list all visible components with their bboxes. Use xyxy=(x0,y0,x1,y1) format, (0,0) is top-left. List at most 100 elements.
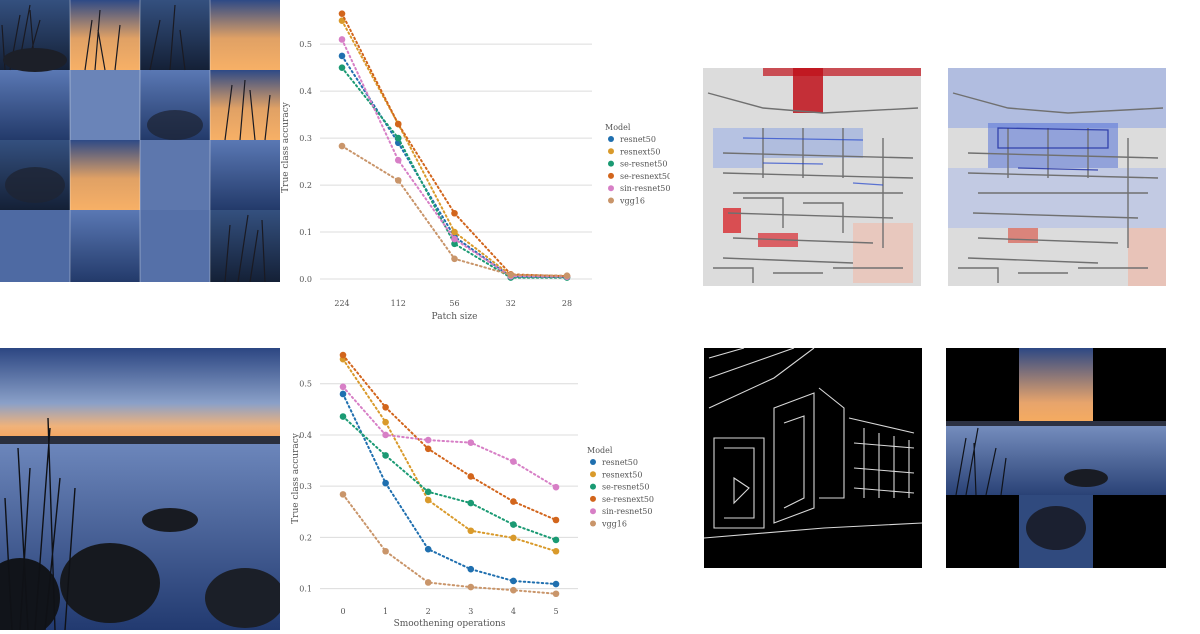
legend-label-se-resnext50: se-resnext50 xyxy=(620,172,670,181)
y-axis-label: True class accuracy xyxy=(291,432,301,524)
x-tick-label: 112 xyxy=(391,299,406,308)
data-point-se-resnext50 xyxy=(467,473,475,480)
y-tick-label: 0.2 xyxy=(299,533,312,542)
edge-map xyxy=(703,347,923,568)
series-line-sin-resnet50 xyxy=(342,385,557,489)
legend-marker-se-resnext50 xyxy=(608,172,614,179)
data-point-sin-resnet50 xyxy=(394,156,402,164)
data-point-resnet50 xyxy=(552,580,560,588)
x-tick-label: 3 xyxy=(468,607,473,616)
legend-marker-resnext50 xyxy=(590,471,596,478)
x-tick-label: 0 xyxy=(340,607,345,616)
series-line-se-resnext50 xyxy=(342,354,557,521)
data-point-resnet50 xyxy=(338,52,346,60)
data-point-vgg16 xyxy=(552,590,560,598)
data-point-se-resnext50 xyxy=(552,516,560,524)
data-point-resnet50 xyxy=(467,565,475,573)
data-point-vgg16 xyxy=(394,177,402,184)
x-tick-label: 4 xyxy=(511,607,516,616)
data-point-resnet50 xyxy=(339,390,347,398)
y-tick-label: 0.4 xyxy=(299,87,312,96)
data-point-vgg16 xyxy=(424,579,432,586)
data-point-se-resnet50 xyxy=(339,413,347,420)
data-point-se-resnext50 xyxy=(339,351,347,359)
data-point-sin-resnet50 xyxy=(467,439,475,446)
data-point-se-resnet50 xyxy=(382,452,389,459)
data-point-resnext50 xyxy=(510,534,517,542)
data-point-se-resnet50 xyxy=(451,240,458,248)
data-point-sin-resnet50 xyxy=(339,383,347,391)
legend-marker-resnet50 xyxy=(608,136,614,142)
legend-marker-resnet50 xyxy=(590,459,596,465)
data-point-vgg16 xyxy=(563,272,571,280)
legend-title: Model xyxy=(605,123,631,132)
legend-label-vgg16: vgg16 xyxy=(601,520,627,529)
chart-smoothening: 0.1 0.2 0.3 0.4 0.5 0 1 2 3 4 5 Smoothening operati… xyxy=(280,345,670,630)
data-point-sin-resnet50 xyxy=(510,458,517,465)
data-point-sin-resnet50 xyxy=(451,235,458,243)
y-tick-label: 0.5 xyxy=(299,380,312,389)
data-point-resnext50 xyxy=(424,496,432,504)
x-tick-label: 2 xyxy=(426,607,431,616)
legend-marker-se-resnet50 xyxy=(608,160,614,167)
series-line-vgg16 xyxy=(342,493,557,595)
data-point-resnet50 xyxy=(424,545,432,553)
legend-label-se-resnet50: se-resnet50 xyxy=(602,483,650,492)
data-point-se-resnext50 xyxy=(382,403,389,411)
legend-marker-sin-resnet50 xyxy=(590,508,596,515)
data-point-se-resnet50 xyxy=(424,488,432,496)
x-tick-label: 56 xyxy=(449,299,459,308)
data-point-se-resnext50 xyxy=(451,209,458,217)
data-point-resnext50 xyxy=(552,547,560,555)
data-point-se-resnext50 xyxy=(424,445,432,453)
data-point-vgg16 xyxy=(382,547,389,555)
legend-marker-se-resnet50 xyxy=(590,483,596,490)
legend-marker-resnext50 xyxy=(608,148,614,155)
data-point-resnet50 xyxy=(510,577,517,585)
saliency-heatmap-blue xyxy=(948,68,1166,286)
data-point-resnext50 xyxy=(467,527,475,535)
x-tick-label: 224 xyxy=(334,299,349,308)
data-point-se-resnet50 xyxy=(338,64,346,71)
series-line-se-resnet50 xyxy=(341,66,568,279)
x-tick-label: 1 xyxy=(383,607,388,616)
data-point-vgg16 xyxy=(507,271,515,279)
legend-label-resnext50: resnext50 xyxy=(620,147,660,156)
patch-shuffled-photo xyxy=(0,0,280,282)
chart-patch-size: 0.0 0.1 0.2 0.3 0.4 0.5 224 112 56 32 28 Patch size… xyxy=(280,0,672,330)
data-point-sin-resnet50 xyxy=(382,431,389,439)
x-tick-label: 5 xyxy=(553,607,558,616)
legend-marker-se-resnext50 xyxy=(590,495,596,502)
legend-label-resnet50: resnet50 xyxy=(620,135,656,144)
data-point-se-resnext50 xyxy=(510,498,517,505)
x-axis-label: Patch size xyxy=(432,312,478,322)
legend-label-sin-resnet50: sin-resnet50 xyxy=(620,184,670,193)
legend-label-sin-resnet50: sin-resnet50 xyxy=(602,507,652,516)
data-point-sin-resnet50 xyxy=(424,436,432,444)
data-point-sin-resnet50 xyxy=(338,36,346,43)
x-tick-label: 28 xyxy=(562,299,572,308)
data-point-se-resnet50 xyxy=(552,536,560,544)
y-tick-label: 0.1 xyxy=(299,228,312,237)
y-tick-label: 0.2 xyxy=(299,181,312,190)
x-axis-label: Smoothening operations xyxy=(394,619,506,629)
data-point-se-resnet50 xyxy=(467,499,475,507)
data-point-se-resnext50 xyxy=(394,120,402,128)
legend-label-resnext50: resnext50 xyxy=(602,470,642,479)
data-point-vgg16 xyxy=(510,586,517,594)
data-point-se-resnext50 xyxy=(338,10,346,17)
data-point-resnet50 xyxy=(382,479,389,487)
legend-marker-vgg16 xyxy=(590,520,596,527)
legend-marker-sin-resnet50 xyxy=(608,185,614,192)
data-point-se-resnet50 xyxy=(510,521,517,528)
data-point-resnext50 xyxy=(451,228,458,236)
data-point-resnext50 xyxy=(382,418,389,426)
x-tick-label: 32 xyxy=(506,299,516,308)
y-tick-label: 0.0 xyxy=(299,275,312,284)
y-tick-label: 0.4 xyxy=(299,431,312,440)
original-photo xyxy=(0,348,280,630)
data-point-vgg16 xyxy=(451,255,458,263)
y-tick-label: 0.5 xyxy=(299,40,312,49)
data-point-sin-resnet50 xyxy=(552,483,560,491)
legend-label-resnet50: resnet50 xyxy=(602,458,638,467)
